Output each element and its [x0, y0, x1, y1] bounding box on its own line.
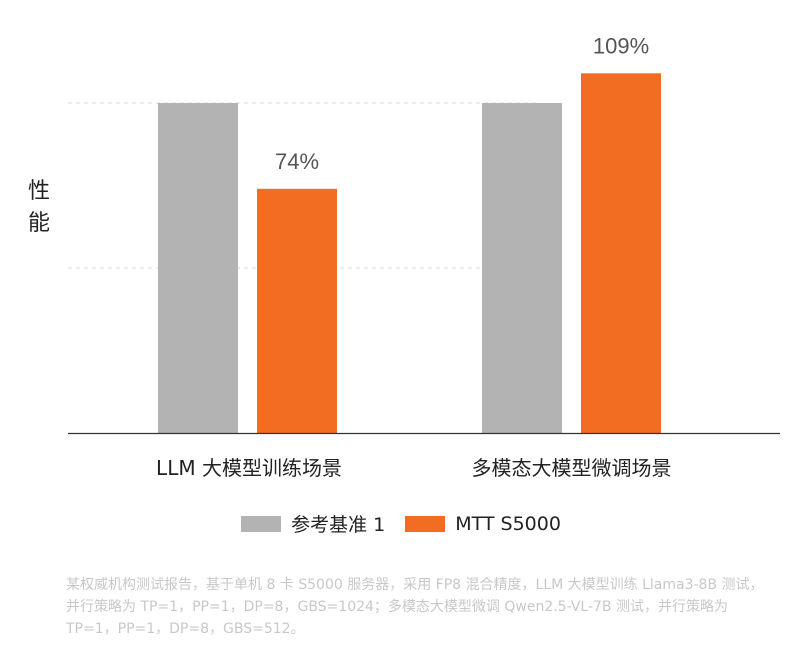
bar-baseline-1 [158, 103, 238, 433]
data-label-mtt-s5000-1: 74% [275, 149, 319, 174]
x-tick-label-1: LLM 大模型训练场景 [156, 456, 342, 480]
bar-baseline-2 [482, 103, 562, 433]
x-tick-label-2: 多模态大模型微调场景 [472, 456, 672, 480]
bar-mtt-s5000-1 [257, 188, 337, 433]
footnote: 某权威机构测试报告，基于单机 8 卡 S5000 服务器，采用 FP8 混合精度… [66, 577, 764, 637]
legend-swatch-baseline [241, 515, 282, 532]
legend-item-baseline: 参考基准 1 [241, 510, 385, 537]
y-axis-label: 性能 [27, 179, 50, 236]
legend-item-mtt-s5000: MTT S5000 [405, 513, 561, 535]
legend-label-mtt-s5000: MTT S5000 [455, 512, 561, 535]
bar-mtt-s5000-2 [581, 73, 661, 434]
legend-swatch-mtt-s5000 [405, 515, 446, 532]
legend-label-baseline: 参考基准 1 [291, 514, 386, 536]
data-label-mtt-s5000-2: 109% [593, 33, 649, 58]
legend: 参考基准 1 MTT S5000 [0, 510, 802, 537]
